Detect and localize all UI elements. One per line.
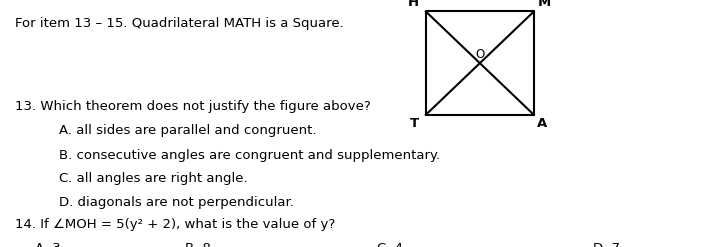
Text: For item 13 – 15. Quadrilateral MATH is a Square.: For item 13 – 15. Quadrilateral MATH is …: [16, 17, 344, 30]
Text: A. all sides are parallel and congruent.: A. all sides are parallel and congruent.: [59, 124, 317, 137]
Text: 13. Which theorem does not justify the figure above?: 13. Which theorem does not justify the f…: [16, 100, 371, 113]
Text: O: O: [475, 48, 484, 61]
Text: C. all angles are right angle.: C. all angles are right angle.: [59, 172, 248, 185]
Text: B. consecutive angles are congruent and supplementary.: B. consecutive angles are congruent and …: [59, 149, 441, 162]
Text: D. 7: D. 7: [593, 242, 620, 247]
Text: T: T: [409, 117, 419, 130]
Text: A: A: [538, 117, 548, 130]
Text: A. 3: A. 3: [35, 242, 61, 247]
Text: B. 8: B. 8: [185, 242, 211, 247]
Text: H: H: [408, 0, 419, 9]
Text: 14. If ∠MOH = 5(y² + 2), what is the value of y?: 14. If ∠MOH = 5(y² + 2), what is the val…: [16, 218, 336, 231]
Text: C. 4: C. 4: [377, 242, 403, 247]
Text: D. diagonals are not perpendicular.: D. diagonals are not perpendicular.: [59, 196, 294, 209]
Text: M: M: [538, 0, 550, 9]
